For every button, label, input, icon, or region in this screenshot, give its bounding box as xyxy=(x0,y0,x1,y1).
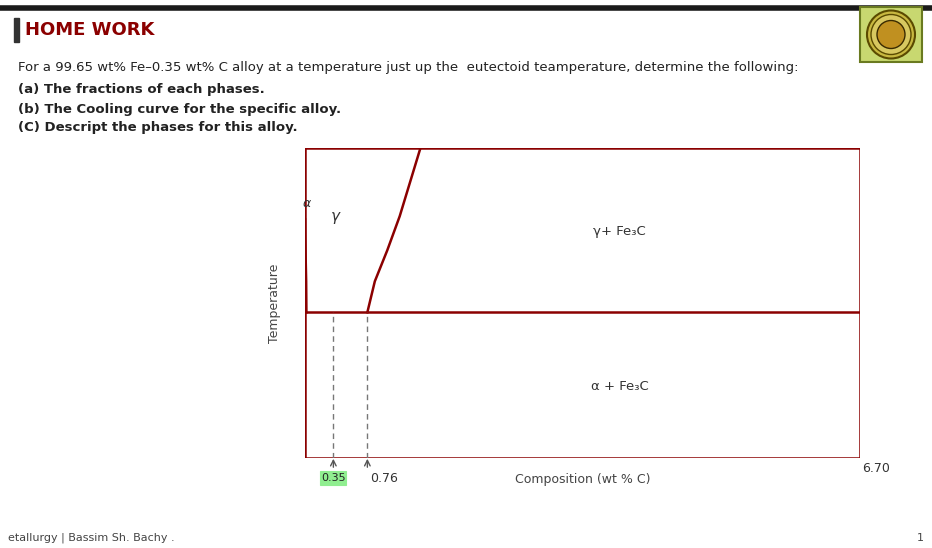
Text: γ: γ xyxy=(332,209,340,224)
Text: (b) The Cooling curve for the specific alloy.: (b) The Cooling curve for the specific a… xyxy=(18,102,341,116)
Bar xyxy=(14,18,19,42)
Bar xyxy=(321,471,347,485)
Text: For a 99.65 wt% Fe–0.35 wt% C alloy at a temperature just up the  eutectoid team: For a 99.65 wt% Fe–0.35 wt% C alloy at a… xyxy=(18,61,799,75)
Text: HOME WORK: HOME WORK xyxy=(25,21,155,39)
Circle shape xyxy=(877,20,905,49)
Text: Composition (wt % C): Composition (wt % C) xyxy=(514,473,651,487)
Text: 0.76: 0.76 xyxy=(370,471,398,484)
Circle shape xyxy=(871,14,911,54)
Circle shape xyxy=(867,10,915,59)
Text: (C) Descript the phases for this alloy.: (C) Descript the phases for this alloy. xyxy=(18,122,297,134)
Text: γ+ Fe₃C: γ+ Fe₃C xyxy=(593,225,646,238)
Text: α: α xyxy=(302,197,310,210)
Text: α + Fe₃C: α + Fe₃C xyxy=(591,380,649,393)
Text: 0.35: 0.35 xyxy=(321,473,346,483)
Text: 1: 1 xyxy=(917,533,924,543)
Text: etallurgy | Bassim Sh. Bachy .: etallurgy | Bassim Sh. Bachy . xyxy=(8,533,174,543)
Bar xyxy=(860,7,922,62)
Text: Temperature: Temperature xyxy=(268,263,281,342)
Text: 6.70: 6.70 xyxy=(862,461,890,475)
Text: (a) The fractions of each phases.: (a) The fractions of each phases. xyxy=(18,83,265,96)
